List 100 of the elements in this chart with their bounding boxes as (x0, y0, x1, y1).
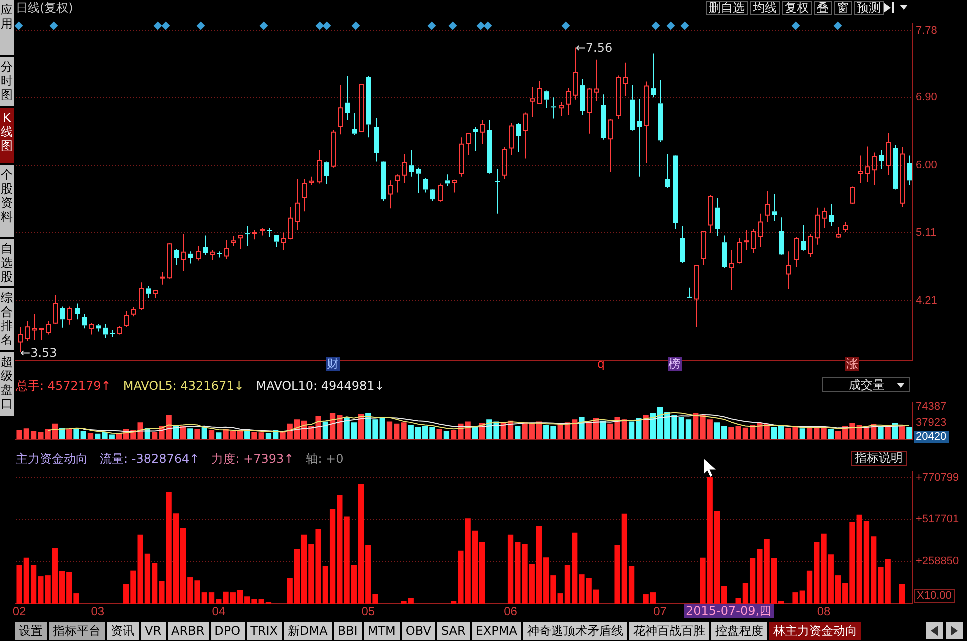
candlestick (680, 225, 685, 264)
bar (643, 415, 649, 440)
tab: 设置 (15, 622, 47, 640)
candlestick (858, 155, 863, 184)
candlestick (174, 248, 179, 266)
tab: VR (141, 622, 166, 640)
candlestick (274, 235, 279, 248)
candlestick (872, 152, 877, 186)
candlestick (658, 80, 663, 143)
tab: 资讯 (107, 622, 139, 640)
x-tick-label: 06 (504, 604, 518, 619)
candlestick (559, 102, 564, 117)
candlestick (566, 88, 571, 116)
candlestick (779, 217, 784, 256)
bar (66, 430, 72, 440)
candlestick (146, 286, 151, 299)
candlestick (544, 90, 549, 109)
candlestick (573, 47, 578, 100)
candlestick (537, 80, 542, 105)
candlestick (459, 137, 464, 178)
candlestick (495, 168, 500, 214)
candlestick (630, 85, 635, 132)
bar (444, 431, 450, 440)
candlestick (324, 161, 329, 185)
candlestick (487, 120, 492, 174)
candlestick (224, 240, 229, 260)
candlestick (907, 155, 912, 186)
bar (188, 428, 194, 440)
candlestick (801, 224, 806, 252)
tab: EXPMA (472, 622, 522, 640)
bar (515, 426, 521, 440)
bar (800, 428, 806, 440)
candlestick (687, 287, 692, 298)
x-tick-label: 02 (12, 604, 27, 619)
annotation: ←7.56 (576, 40, 613, 55)
bar (88, 433, 94, 440)
candlestick (694, 264, 699, 328)
y-tick-label: 74387 (916, 401, 947, 414)
tab: BBI (334, 622, 362, 640)
text: 2015-07-09,四 (684, 604, 774, 618)
candlestick (551, 97, 556, 120)
candlestick (281, 232, 286, 251)
button: 预测 (854, 1, 884, 15)
button: 指标说明 (851, 451, 907, 466)
bar (906, 427, 912, 440)
candlestick (879, 150, 884, 170)
tab: OBV (402, 622, 436, 640)
bar (579, 417, 585, 440)
candlestick (893, 144, 898, 190)
candlestick (900, 146, 905, 208)
candlestick (103, 324, 108, 339)
candlestick (60, 306, 65, 328)
candlestick (466, 132, 471, 156)
annotation: q (596, 357, 606, 371)
bar (828, 430, 834, 440)
button: 叠 (814, 1, 832, 15)
bar (899, 584, 906, 604)
candlestick (345, 76, 350, 121)
candlestick (594, 59, 599, 102)
tab: 分时图 (0, 57, 14, 106)
candlestick (616, 75, 621, 120)
candlestick (786, 251, 791, 290)
candlestick (715, 198, 720, 238)
tab: 控盘程度 (711, 622, 768, 640)
annotation: 榜 (668, 357, 682, 371)
candlestick (402, 154, 407, 184)
y-tick-label: +770799 (916, 472, 960, 484)
candlestick (338, 85, 343, 136)
candlestick (822, 207, 827, 229)
annotation: 财 (326, 357, 340, 371)
y-tick-label: 6.90 (916, 92, 938, 104)
candlestick (829, 204, 834, 226)
button: 删自选 (706, 1, 748, 15)
candlestick (245, 225, 250, 247)
candlestick (388, 180, 393, 210)
candlestick (32, 314, 37, 341)
candlestick (416, 167, 421, 194)
button: 复权 (782, 1, 812, 15)
candlestick (317, 150, 322, 184)
text: MAVOL10: 4944981↓ (256, 379, 385, 393)
candlestick (203, 235, 208, 256)
x-tick-label: 07 (654, 604, 668, 619)
candlestick (445, 174, 450, 186)
candlestick (295, 178, 300, 232)
candlestick (772, 194, 777, 222)
candlestick (516, 122, 521, 152)
chart-title: 日线(复权) (16, 1, 74, 15)
dropdown: 成交量 (822, 377, 910, 392)
y-tick-label: 5.11 (916, 226, 937, 239)
x-tick-label: 03 (91, 604, 105, 619)
candlestick (381, 160, 386, 202)
y-tick-label: 7.78 (916, 25, 938, 38)
bar (208, 430, 215, 440)
candlestick (587, 88, 592, 134)
tab: DPO (210, 622, 245, 640)
candlestick (480, 120, 485, 145)
tab: 应用 (0, 0, 14, 55)
tab: TRIX (246, 622, 282, 640)
candlestick (608, 119, 613, 173)
tab: 指标平台 (49, 622, 105, 640)
